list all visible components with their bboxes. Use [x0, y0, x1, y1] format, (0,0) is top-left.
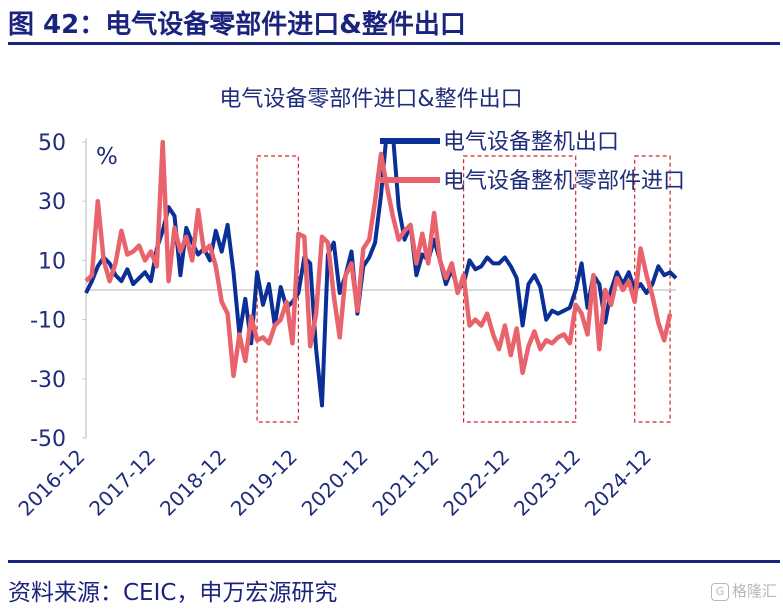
x-tick-label: 2020-12	[297, 445, 373, 521]
source-note: 资料来源：CEIC，申万宏源研究	[8, 580, 338, 606]
title-rule	[8, 42, 780, 45]
y-tick-label: -10	[30, 309, 66, 334]
figure-title: 图 42：电气设备零部件进口&整件出口	[8, 10, 466, 40]
x-tick-label: 2017-12	[84, 445, 160, 521]
footer-rule	[8, 560, 780, 563]
watermark-logo-icon: G	[710, 582, 729, 601]
series-line-2	[84, 140, 673, 379]
x-tick-label: 2023-12	[509, 445, 585, 521]
legend-label-1: 电气设备整机出口	[443, 130, 619, 155]
x-tick-label: 2022-12	[438, 445, 514, 521]
y-axis: 50 30 10 -10 -30 -50	[30, 131, 87, 452]
y-tick-label: 50	[38, 131, 66, 156]
y-tick-label: 30	[38, 190, 66, 215]
watermark: G 格隆汇	[710, 580, 777, 601]
y-tick-label: 10	[38, 249, 66, 274]
unit-label: %	[96, 144, 118, 170]
legend-label-2: 电气设备整机零部件进口	[443, 169, 685, 194]
x-tick-label: 2024-12	[580, 445, 656, 521]
x-tick-label: 2018-12	[155, 445, 231, 521]
line-chart: 电气设备零部件进口&整件出口 % 50 30 10 -10 -30 -50 2016-12…	[13, 87, 685, 521]
x-tick-label: 2019-12	[226, 445, 302, 521]
watermark-text: 格隆汇	[731, 582, 777, 600]
y-tick-label: -50	[30, 427, 66, 452]
x-tick-label: 2016-12	[13, 445, 89, 521]
series-lines	[84, 140, 678, 408]
x-tick-label: 2021-12	[367, 445, 443, 521]
x-axis: 2016-122017-122018-122019-122020-122021-…	[13, 289, 676, 521]
y-tick-label: -30	[30, 368, 66, 393]
chart-title: 电气设备零部件进口&整件出口	[219, 87, 522, 112]
highlight-box-1	[256, 155, 300, 423]
